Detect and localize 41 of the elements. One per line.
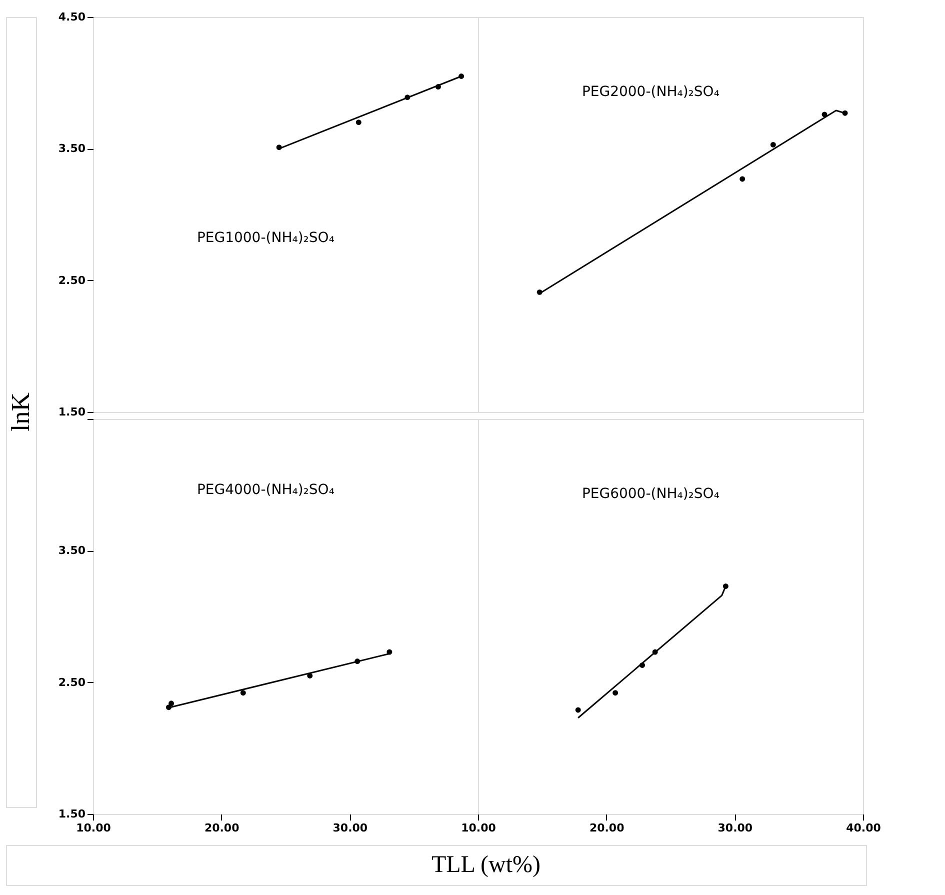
point [276, 144, 282, 150]
x-tick-label: 10.00 [461, 822, 496, 834]
y-tick-label: 2.50 [58, 676, 86, 689]
x-tick-label: 20.00 [204, 822, 240, 834]
point [168, 700, 174, 706]
point [575, 707, 581, 713]
point [386, 649, 392, 655]
y-tick-label: 1.50 [58, 808, 86, 820]
text: PEG1000-(NH₄)₂SO₄ [196, 230, 335, 246]
point [770, 142, 776, 148]
point [166, 704, 172, 710]
point [458, 74, 464, 79]
y-tick-label: 2.50 [58, 274, 86, 287]
x-tick-label: 20.00 [589, 822, 625, 834]
y-tick-label: 1.50 [58, 406, 86, 418]
x-tick-label: 30.00 [718, 822, 753, 834]
x-tick-label: 40.00 [846, 822, 882, 834]
point [435, 84, 441, 90]
point [307, 673, 313, 678]
point [356, 120, 362, 126]
point [404, 94, 410, 100]
text: PEG6000-(NH₄)₂SO₄ [582, 486, 720, 502]
x-axis-title: TLL (wt%) [431, 852, 541, 878]
point [536, 289, 542, 295]
y-tick-label: 3.50 [58, 142, 86, 156]
x-tick-label: 30.00 [332, 822, 368, 834]
point [722, 583, 728, 589]
point [240, 690, 246, 696]
y-axis-title: lnK [6, 392, 35, 432]
point [822, 112, 828, 118]
text: PEG2000-(NH₄)₂SO₄ [582, 84, 720, 100]
point [652, 649, 658, 655]
point [842, 110, 848, 116]
y-tick-label: 4.50 [58, 10, 86, 24]
point [354, 658, 360, 664]
point [740, 176, 746, 182]
y-tick-label: 3.50 [58, 544, 86, 558]
text: PEG4000-(NH₄)₂SO₄ [196, 482, 335, 498]
x-tick-label: 10.00 [76, 822, 112, 834]
point [640, 662, 646, 668]
point [612, 690, 618, 696]
